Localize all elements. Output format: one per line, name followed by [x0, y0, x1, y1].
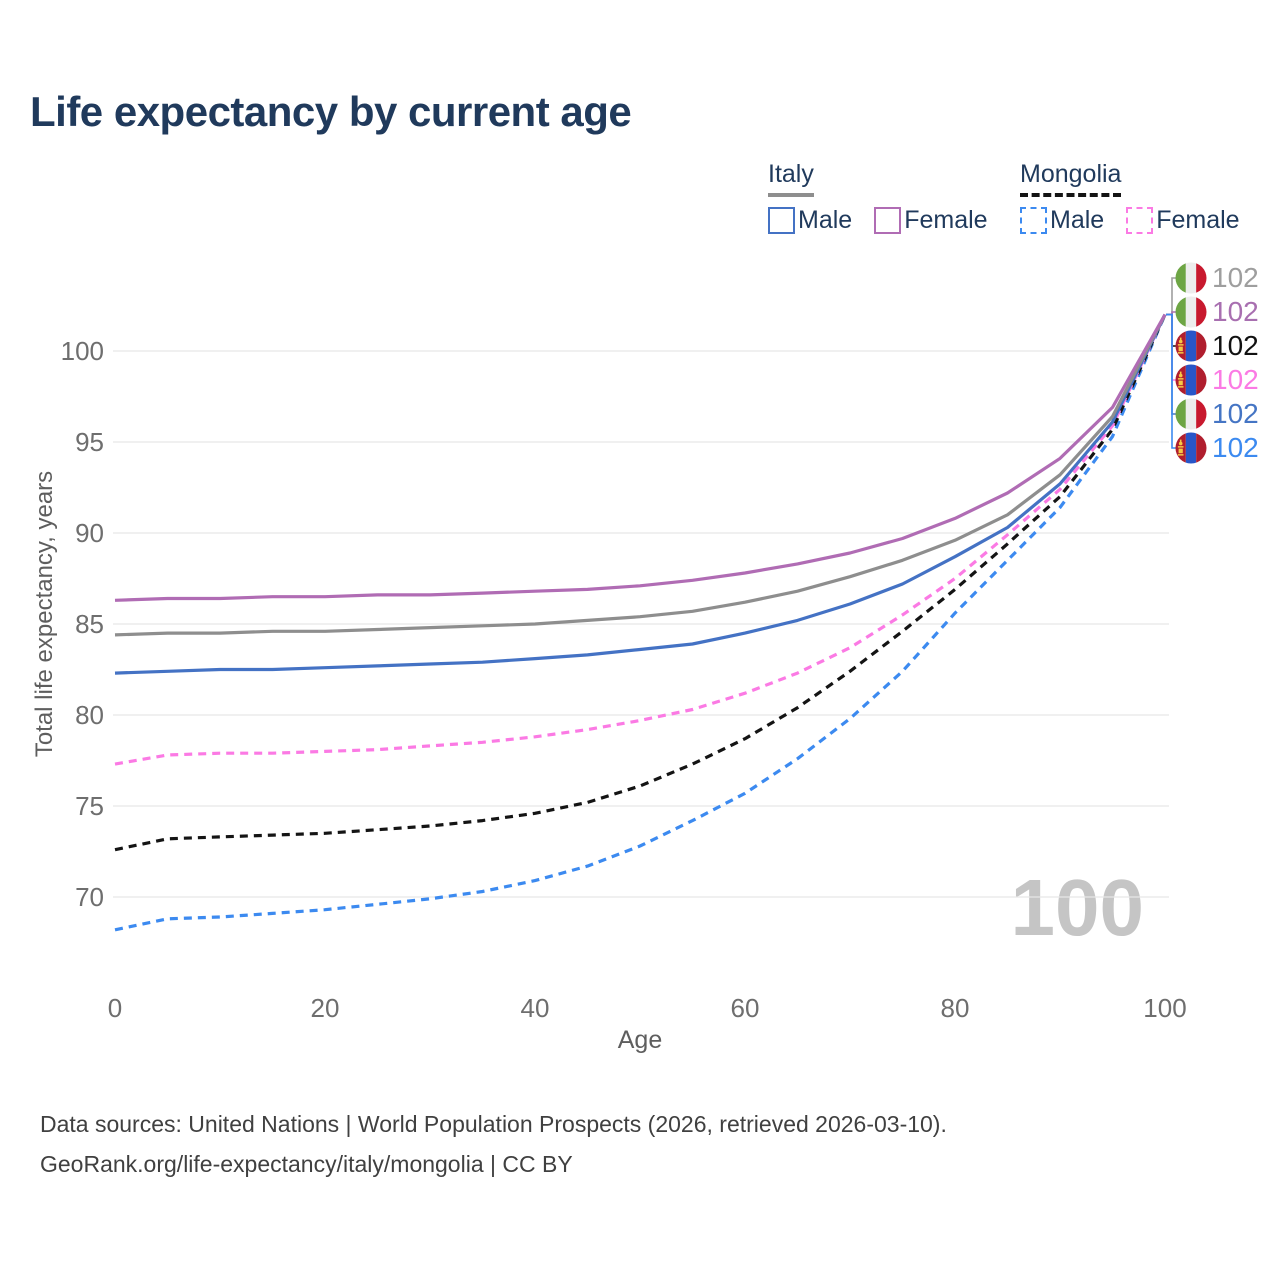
series-line-mongolia-both[interactable] [114, 313, 1167, 852]
footer-sources: Data sources: United Nations | World Pop… [40, 1111, 947, 1137]
series-line-italy-both[interactable] [114, 313, 1167, 637]
series-line-mongolia-female[interactable] [114, 313, 1167, 766]
y-tick-label: 85 [75, 609, 104, 639]
x-tick-label: 100 [1143, 993, 1186, 1023]
end-label-italy-male[interactable]: 102 [1175, 398, 1259, 430]
series-line-italy-female[interactable] [114, 313, 1167, 602]
legend-country-italy[interactable]: Italy [768, 160, 814, 197]
legend-group-mongolia: Mongolia Male Female [1020, 160, 1240, 235]
end-value-label: 102 [1212, 432, 1259, 463]
legend-item-label: Male [1050, 206, 1105, 234]
y-tick-label: 75 [75, 791, 104, 821]
series-line-italy-male[interactable] [114, 313, 1167, 675]
x-tick-label: 20 [311, 993, 340, 1023]
y-tick-label: 100 [61, 336, 104, 366]
footer: Data sources: United Nations | World Pop… [40, 1104, 1240, 1184]
legend-item-mongolia-female[interactable]: Female [1126, 206, 1240, 235]
end-value-label: 102 [1212, 330, 1259, 361]
end-value-label: 102 [1212, 262, 1259, 293]
y-tick-label: 95 [75, 427, 104, 457]
y-tick-label: 70 [75, 882, 104, 912]
end-value-label: 102 [1212, 364, 1259, 395]
footer-url[interactable]: GeoRank.org/life-expectancy/italy/mongol… [40, 1151, 573, 1177]
y-tick-label: 90 [75, 518, 104, 548]
series-line-mongolia-male[interactable] [114, 313, 1167, 932]
end-value-label: 102 [1212, 296, 1259, 327]
legend-country-mongolia[interactable]: Mongolia [1020, 160, 1122, 197]
flag-icon-italy [1175, 296, 1207, 328]
x-tick-label: 40 [521, 993, 550, 1023]
italy-female-swatch-icon [874, 207, 902, 234]
y-axis-title: Total life expectancy, years [31, 470, 58, 758]
legend-item-italy-male[interactable]: Male [768, 206, 852, 235]
end-label-italy-both[interactable]: 102 [1175, 262, 1259, 294]
flag-icon-mongolia [1175, 330, 1207, 362]
x-tick-label: 80 [941, 993, 970, 1023]
x-tick-label: 0 [108, 993, 122, 1023]
legend-item-label: Female [904, 206, 988, 234]
legend-items-italy: Male Female [768, 206, 988, 235]
x-tick-label: 60 [731, 993, 760, 1023]
end-label-mongolia-both[interactable]: 102 [1175, 330, 1259, 362]
flag-icon-mongolia [1175, 364, 1207, 396]
flag-icon-italy [1175, 398, 1207, 430]
mongolia-female-swatch-icon [1126, 207, 1154, 234]
flag-icon-mongolia [1175, 432, 1207, 464]
end-label-mongolia-male[interactable]: 102 [1175, 432, 1259, 464]
end-label-mongolia-female[interactable]: 102 [1175, 364, 1259, 396]
legend-item-mongolia-male[interactable]: Male [1020, 206, 1104, 235]
end-label-italy-female[interactable]: 102 [1175, 296, 1259, 328]
page-title: Life expectancy by current age [30, 88, 632, 135]
age-watermark: 100 [1010, 863, 1144, 952]
mongolia-male-swatch-icon [1020, 207, 1047, 234]
end-value-label: 102 [1212, 398, 1259, 429]
legend-group-italy: Italy Male Female [768, 160, 988, 235]
legend-item-label: Female [1156, 206, 1240, 234]
legend-item-label: Male [798, 206, 853, 234]
legend-item-italy-female[interactable]: Female [874, 206, 988, 235]
x-axis-title: Age [617, 1026, 663, 1054]
legend-items-mongolia: Male Female [1020, 206, 1240, 235]
legend: Italy Male Female Mongolia Male Female [0, 160, 1280, 250]
italy-male-swatch-icon [768, 207, 795, 234]
flag-icon-italy [1175, 262, 1207, 294]
y-tick-label: 80 [75, 700, 104, 730]
